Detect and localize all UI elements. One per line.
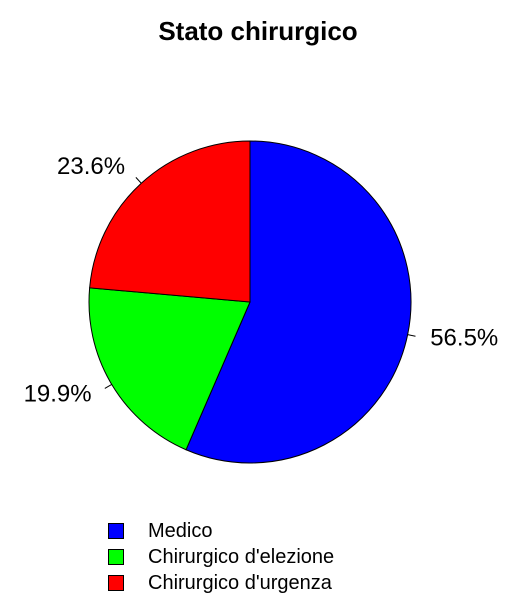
- pie-slice-1: [88, 287, 251, 451]
- legend-item-chirurgico-elezione: Chirurgico d'elezione: [108, 544, 334, 570]
- pie-label-tick: [407, 334, 416, 337]
- pie-slice-label: 23.6%: [57, 153, 125, 180]
- legend-label: Chirurgico d'urgenza: [148, 571, 332, 594]
- legend-item-medico: Medico: [108, 518, 334, 544]
- legend-swatch: [108, 523, 124, 539]
- pie-slice-label: 19.9%: [24, 380, 92, 407]
- legend-label: Medico: [148, 519, 213, 542]
- chart-title: Stato chirurgico: [158, 16, 358, 46]
- pie-slice-0: [185, 140, 412, 464]
- legend-swatch: [108, 549, 124, 565]
- legend-item-chirurgico-urgenza: Chirurgico d'urgenza: [108, 570, 334, 596]
- pie-label-tick: [135, 177, 142, 184]
- pie-slice-label: 56.5%: [430, 324, 498, 351]
- legend-swatch: [108, 575, 124, 591]
- pie-label-tick: [104, 383, 112, 389]
- pie-slice-2: [89, 140, 251, 303]
- legend: Medico Chirurgico d'elezione Chirurgico …: [108, 518, 334, 596]
- legend-label: Chirurgico d'elezione: [148, 545, 335, 568]
